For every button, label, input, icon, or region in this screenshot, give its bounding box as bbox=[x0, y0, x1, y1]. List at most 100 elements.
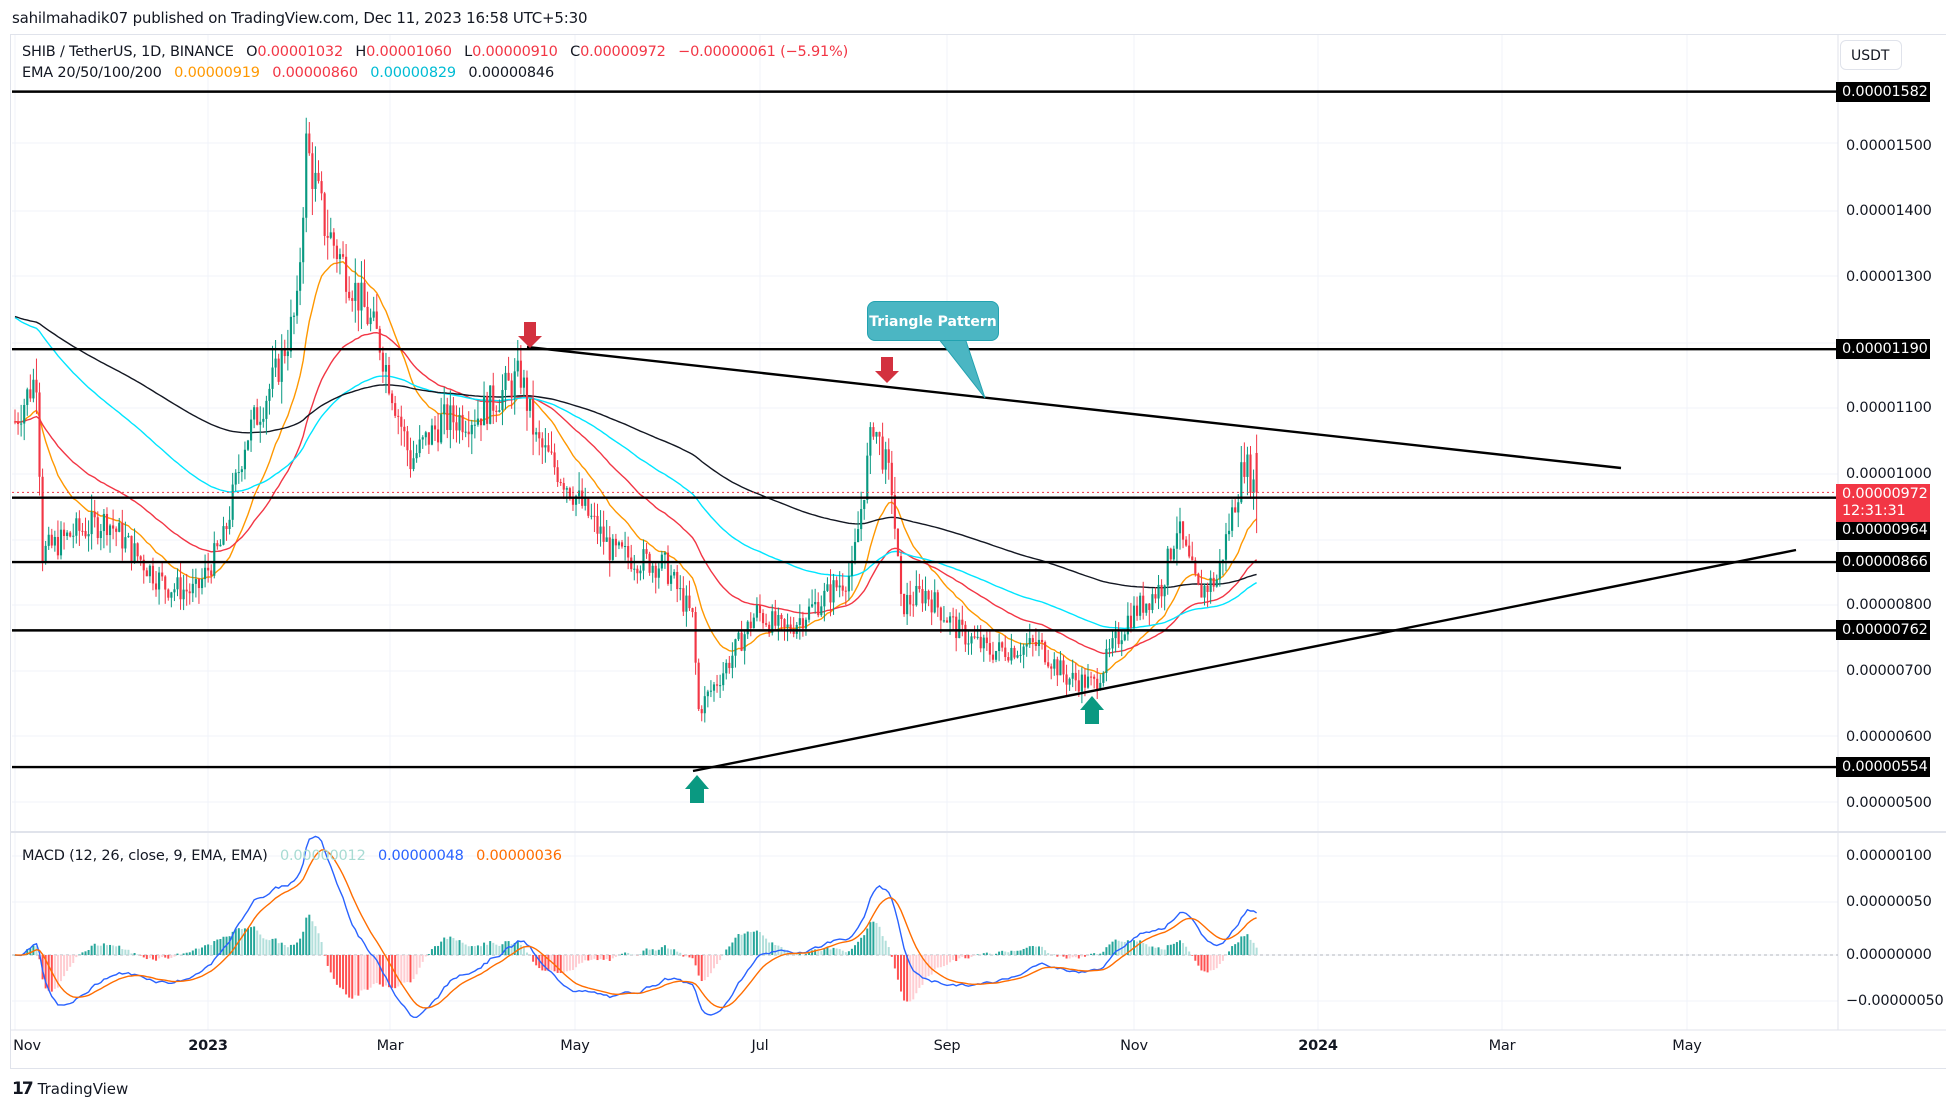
candle-body bbox=[75, 518, 78, 536]
candle-body bbox=[44, 545, 47, 562]
macd-histogram-bar bbox=[148, 955, 151, 959]
candle-body bbox=[216, 543, 219, 547]
ema-label[interactable]: EMA 20/50/100/200 bbox=[22, 65, 162, 81]
candle-body bbox=[461, 414, 464, 433]
candle-body bbox=[253, 407, 256, 420]
macd-histogram-bar bbox=[1209, 955, 1212, 971]
candle-body bbox=[807, 606, 811, 620]
macd-histogram-bar bbox=[130, 953, 133, 955]
candle-body bbox=[666, 552, 670, 584]
triangle-pattern-callout[interactable]: Triangle Pattern bbox=[867, 301, 999, 341]
candle-body bbox=[712, 684, 716, 691]
macd-histogram-bar bbox=[222, 936, 225, 955]
high-value: 0.00001060 bbox=[366, 44, 452, 60]
candle-body bbox=[811, 604, 814, 607]
price-tick: 0.00001400 bbox=[1846, 203, 1932, 220]
macd-histogram-bar bbox=[384, 955, 387, 986]
macd-histogram-bar bbox=[1074, 955, 1077, 958]
macd-histogram-bar bbox=[921, 955, 924, 985]
candle-body bbox=[620, 542, 624, 547]
macd-histogram-bar bbox=[1129, 941, 1132, 955]
price-tick: 0.00001000 bbox=[1846, 466, 1932, 482]
candle-body bbox=[939, 607, 942, 621]
symbol-name[interactable]: SHIB / TetherUS, 1D, BINANCE bbox=[22, 44, 234, 60]
candle-body bbox=[20, 423, 23, 425]
candle-body bbox=[1200, 584, 1203, 598]
candle-body bbox=[360, 282, 363, 311]
macd-histogram-bar bbox=[271, 938, 274, 955]
candle-body bbox=[663, 552, 667, 555]
macd-label[interactable]: MACD (12, 26, close, 9, EMA, EMA) bbox=[22, 848, 268, 864]
candle-body bbox=[958, 619, 961, 639]
macd-histogram-bar bbox=[1145, 944, 1148, 955]
macd-histogram-bar bbox=[1249, 939, 1252, 955]
macd-histogram-bar bbox=[575, 955, 578, 968]
candle-body bbox=[936, 592, 939, 608]
candle-body bbox=[768, 624, 771, 633]
currency-button[interactable]: USDT bbox=[1840, 40, 1902, 70]
candle-body bbox=[685, 595, 688, 612]
macd-histogram-bar bbox=[1019, 950, 1022, 955]
macd-histogram-bar bbox=[1243, 936, 1246, 955]
macd-histogram-bar bbox=[90, 945, 93, 955]
candle-body bbox=[1010, 647, 1013, 661]
candle-body bbox=[240, 469, 243, 473]
candle-body bbox=[933, 592, 936, 613]
candle-body bbox=[200, 579, 204, 589]
macd-histogram-bar bbox=[1093, 953, 1096, 955]
candle-body bbox=[627, 546, 630, 558]
macd-histogram-bar bbox=[470, 946, 473, 955]
candle-body bbox=[437, 429, 440, 443]
candle-body bbox=[758, 605, 762, 614]
candle-body bbox=[1105, 648, 1108, 673]
macd-histogram-bar bbox=[1148, 946, 1151, 955]
candle-body bbox=[630, 557, 633, 570]
candle-body bbox=[590, 515, 593, 517]
macd-histogram-bar bbox=[66, 955, 69, 971]
macd-histogram-bar bbox=[1188, 951, 1191, 955]
macd-histogram-bar bbox=[1007, 952, 1010, 955]
candle-body bbox=[1099, 682, 1102, 690]
macd-histogram-bar bbox=[473, 946, 476, 955]
macd-histogram-bar bbox=[896, 955, 899, 980]
macd-histogram-bar bbox=[1016, 950, 1019, 955]
candle-body bbox=[13, 421, 17, 423]
candle-body bbox=[602, 526, 605, 542]
candle-body bbox=[574, 496, 578, 505]
candle-body bbox=[1240, 462, 1243, 503]
macd-histogram-bar bbox=[728, 946, 731, 955]
candle-body bbox=[912, 604, 915, 606]
macd-histogram-bar bbox=[621, 953, 624, 955]
brand-name[interactable]: TradingView bbox=[37, 1080, 129, 1098]
candle-body bbox=[329, 232, 332, 238]
macd-histogram-bar bbox=[850, 948, 853, 955]
macd-histogram-bar bbox=[535, 955, 538, 966]
time-tick: 2023 bbox=[188, 1038, 228, 1054]
candle-body bbox=[1077, 680, 1080, 692]
upper-trendline[interactable] bbox=[526, 345, 1622, 470]
macd-histogram-bar bbox=[1001, 950, 1004, 955]
macd-histogram-bar bbox=[501, 944, 504, 955]
macd-histogram-bar bbox=[348, 955, 351, 998]
candle-body bbox=[544, 445, 547, 448]
macd-histogram-bar bbox=[369, 955, 372, 988]
macd-histogram-bar bbox=[47, 955, 50, 991]
candle-body bbox=[838, 585, 841, 588]
candle-body bbox=[611, 538, 614, 560]
macd-histogram-bar bbox=[553, 955, 556, 972]
macd-tick: 0.00000050 bbox=[1846, 894, 1932, 910]
macd-histogram-bar bbox=[1246, 934, 1249, 955]
macd-histogram-bar bbox=[483, 942, 486, 955]
lower-trendline[interactable] bbox=[692, 548, 1797, 773]
time-tick: Jul bbox=[751, 1038, 769, 1054]
macd-histogram-bar bbox=[709, 955, 712, 974]
candle-body bbox=[381, 352, 384, 372]
macd-histogram-bar bbox=[1255, 947, 1258, 955]
candle-body bbox=[507, 372, 510, 381]
candle-body bbox=[274, 358, 277, 368]
candle-body bbox=[204, 567, 207, 580]
candle-body bbox=[1129, 615, 1133, 628]
price-tick: 0.00000700 bbox=[1846, 663, 1932, 680]
macd-histogram-bar bbox=[342, 955, 345, 990]
